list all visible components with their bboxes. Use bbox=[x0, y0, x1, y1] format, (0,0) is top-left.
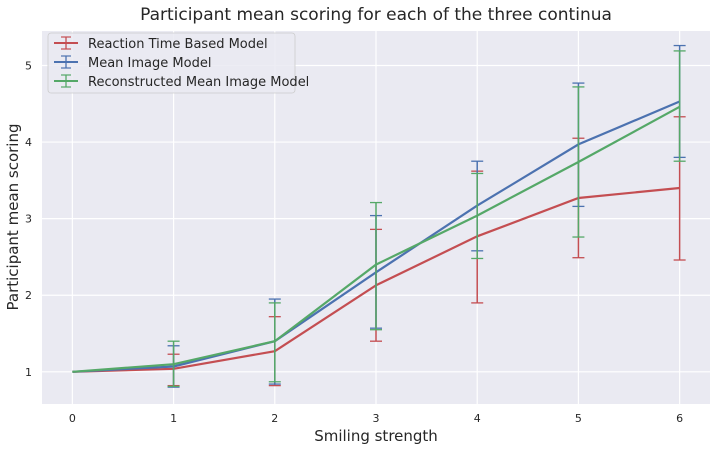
y-tick-label: 1 bbox=[25, 366, 32, 379]
y-tick-label: 2 bbox=[25, 289, 32, 302]
series-line bbox=[72, 105, 681, 373]
y-tick-label: 3 bbox=[25, 213, 32, 226]
series-3 bbox=[72, 50, 686, 388]
x-axis-title: Smiling strength bbox=[314, 427, 438, 445]
x-tick-label: 5 bbox=[575, 412, 582, 425]
tick-labels: 0 1 2 3 4 5 6 1 2 3 4 5 bbox=[25, 59, 683, 425]
legend-label: Reconstructed Mean Image Model bbox=[88, 75, 309, 90]
legend-item: Mean Image Model bbox=[54, 55, 211, 71]
legend: Reaction Time Based Model Mean Image Mode… bbox=[47, 32, 309, 94]
x-tick-label: 1 bbox=[170, 412, 177, 425]
y-tick-label: 4 bbox=[25, 136, 32, 149]
legend-box bbox=[47, 32, 296, 94]
y-axis-title: Participant mean scoring bbox=[4, 124, 22, 311]
legend-label: Reaction Time Based Model bbox=[88, 37, 268, 52]
legend-item: Reconstructed Mean Image Model bbox=[54, 74, 309, 90]
x-tick-label: 2 bbox=[271, 412, 278, 425]
y-tick-label: 5 bbox=[25, 59, 32, 72]
x-tick-label: 4 bbox=[474, 412, 481, 425]
legend-item: Reaction Time Based Model bbox=[54, 36, 268, 52]
x-tick-label: 6 bbox=[676, 412, 683, 425]
chart-title: Participant mean scoring for each of the… bbox=[140, 5, 612, 25]
series-layer bbox=[72, 44, 686, 388]
x-tick-label: 3 bbox=[373, 412, 380, 425]
x-tick-label: 0 bbox=[69, 412, 76, 425]
legend-label: Mean Image Model bbox=[88, 56, 211, 71]
